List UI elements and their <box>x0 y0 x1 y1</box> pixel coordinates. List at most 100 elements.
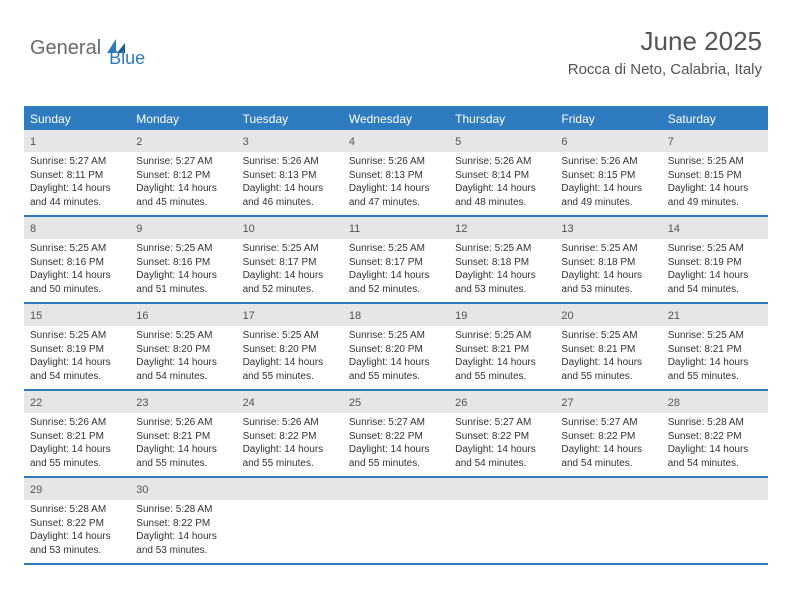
sunset-line: Sunset: 8:20 PM <box>349 343 443 357</box>
day-number: 5 <box>455 136 461 148</box>
day-cell: 24Sunrise: 5:26 AMSunset: 8:22 PMDayligh… <box>237 391 343 476</box>
day-body: Sunrise: 5:25 AMSunset: 8:21 PMDaylight:… <box>662 326 768 389</box>
day-body <box>555 500 661 509</box>
daylight-line: Daylight: 14 hours and 54 minutes. <box>561 443 655 470</box>
day-number <box>455 484 458 496</box>
daylight-line: Daylight: 14 hours and 55 minutes. <box>561 356 655 383</box>
day-body: Sunrise: 5:26 AMSunset: 8:21 PMDaylight:… <box>130 413 236 476</box>
day-cell: 11Sunrise: 5:25 AMSunset: 8:17 PMDayligh… <box>343 217 449 302</box>
day-number: 13 <box>561 223 573 235</box>
day-cell: 2Sunrise: 5:27 AMSunset: 8:12 PMDaylight… <box>130 130 236 215</box>
sunrise-line: Sunrise: 5:25 AM <box>668 329 762 343</box>
day-number-row: 15 <box>24 304 130 326</box>
logo: General Blue <box>30 28 145 69</box>
day-number-row <box>662 478 768 500</box>
sunrise-line: Sunrise: 5:26 AM <box>243 416 337 430</box>
day-body: Sunrise: 5:28 AMSunset: 8:22 PMDaylight:… <box>130 500 236 563</box>
day-number <box>349 484 352 496</box>
day-header-fri: Friday <box>555 108 661 130</box>
sunset-line: Sunset: 8:16 PM <box>136 256 230 270</box>
sunset-line: Sunset: 8:22 PM <box>455 430 549 444</box>
day-number: 20 <box>561 310 573 322</box>
day-body: Sunrise: 5:25 AMSunset: 8:17 PMDaylight:… <box>237 239 343 302</box>
day-number-row: 14 <box>662 217 768 239</box>
sunset-line: Sunset: 8:22 PM <box>136 517 230 531</box>
day-cell: 6Sunrise: 5:26 AMSunset: 8:15 PMDaylight… <box>555 130 661 215</box>
day-number-row: 9 <box>130 217 236 239</box>
day-number: 11 <box>349 223 360 235</box>
day-number-row: 6 <box>555 130 661 152</box>
sunset-line: Sunset: 8:20 PM <box>243 343 337 357</box>
sunrise-line: Sunrise: 5:25 AM <box>243 329 337 343</box>
sunrise-line: Sunrise: 5:26 AM <box>455 155 549 169</box>
sunset-line: Sunset: 8:15 PM <box>561 169 655 183</box>
day-cell: 19Sunrise: 5:25 AMSunset: 8:21 PMDayligh… <box>449 304 555 389</box>
day-number-row: 25 <box>343 391 449 413</box>
day-number: 7 <box>668 136 674 148</box>
day-number-row: 21 <box>662 304 768 326</box>
daylight-line: Daylight: 14 hours and 49 minutes. <box>561 182 655 209</box>
sunset-line: Sunset: 8:18 PM <box>561 256 655 270</box>
daylight-line: Daylight: 14 hours and 53 minutes. <box>455 269 549 296</box>
day-body: Sunrise: 5:27 AMSunset: 8:22 PMDaylight:… <box>449 413 555 476</box>
day-cell <box>449 478 555 563</box>
daylight-line: Daylight: 14 hours and 55 minutes. <box>349 356 443 383</box>
daylight-line: Daylight: 14 hours and 52 minutes. <box>349 269 443 296</box>
day-body: Sunrise: 5:26 AMSunset: 8:14 PMDaylight:… <box>449 152 555 215</box>
daylight-line: Daylight: 14 hours and 53 minutes. <box>136 530 230 557</box>
calendar: Sunday Monday Tuesday Wednesday Thursday… <box>24 106 768 565</box>
day-cell: 25Sunrise: 5:27 AMSunset: 8:22 PMDayligh… <box>343 391 449 476</box>
day-body <box>343 500 449 509</box>
day-number-row: 5 <box>449 130 555 152</box>
sunset-line: Sunset: 8:20 PM <box>136 343 230 357</box>
day-cell: 15Sunrise: 5:25 AMSunset: 8:19 PMDayligh… <box>24 304 130 389</box>
daylight-line: Daylight: 14 hours and 50 minutes. <box>30 269 124 296</box>
sunset-line: Sunset: 8:21 PM <box>668 343 762 357</box>
sunrise-line: Sunrise: 5:25 AM <box>136 242 230 256</box>
day-body: Sunrise: 5:27 AMSunset: 8:22 PMDaylight:… <box>555 413 661 476</box>
sunset-line: Sunset: 8:22 PM <box>243 430 337 444</box>
week-row: 15Sunrise: 5:25 AMSunset: 8:19 PMDayligh… <box>24 304 768 391</box>
daylight-line: Daylight: 14 hours and 55 minutes. <box>668 356 762 383</box>
sunrise-line: Sunrise: 5:25 AM <box>668 242 762 256</box>
day-number: 2 <box>136 136 142 148</box>
sunset-line: Sunset: 8:22 PM <box>30 517 124 531</box>
daylight-line: Daylight: 14 hours and 52 minutes. <box>243 269 337 296</box>
sunrise-line: Sunrise: 5:27 AM <box>349 416 443 430</box>
day-cell: 9Sunrise: 5:25 AMSunset: 8:16 PMDaylight… <box>130 217 236 302</box>
daylight-line: Daylight: 14 hours and 55 minutes. <box>455 356 549 383</box>
day-number <box>243 484 246 496</box>
daylight-line: Daylight: 14 hours and 54 minutes. <box>668 443 762 470</box>
day-body: Sunrise: 5:27 AMSunset: 8:11 PMDaylight:… <box>24 152 130 215</box>
sunrise-line: Sunrise: 5:25 AM <box>455 329 549 343</box>
sunrise-line: Sunrise: 5:26 AM <box>30 416 124 430</box>
daylight-line: Daylight: 14 hours and 55 minutes. <box>243 356 337 383</box>
day-headers-row: Sunday Monday Tuesday Wednesday Thursday… <box>24 108 768 130</box>
day-body: Sunrise: 5:25 AMSunset: 8:16 PMDaylight:… <box>130 239 236 302</box>
logo-text-general: General <box>30 37 101 60</box>
day-number-row: 30 <box>130 478 236 500</box>
daylight-line: Daylight: 14 hours and 53 minutes. <box>30 530 124 557</box>
day-cell: 18Sunrise: 5:25 AMSunset: 8:20 PMDayligh… <box>343 304 449 389</box>
day-header-mon: Monday <box>130 108 236 130</box>
day-number: 25 <box>349 397 361 409</box>
sunset-line: Sunset: 8:21 PM <box>30 430 124 444</box>
logo-text-blue: Blue <box>109 48 145 69</box>
day-body: Sunrise: 5:25 AMSunset: 8:18 PMDaylight:… <box>555 239 661 302</box>
day-body: Sunrise: 5:26 AMSunset: 8:21 PMDaylight:… <box>24 413 130 476</box>
day-number-row: 28 <box>662 391 768 413</box>
day-cell: 16Sunrise: 5:25 AMSunset: 8:20 PMDayligh… <box>130 304 236 389</box>
day-cell: 13 Sunrise: 5:25 AMSunset: 8:18 PMDayligh… <box>555 217 661 302</box>
day-number: 21 <box>668 310 680 322</box>
daylight-line: Daylight: 14 hours and 51 minutes. <box>136 269 230 296</box>
sunrise-line: Sunrise: 5:27 AM <box>136 155 230 169</box>
day-number-row: 2 <box>130 130 236 152</box>
month-title: June 2025 <box>568 26 762 57</box>
day-body: Sunrise: 5:25 AMSunset: 8:19 PMDaylight:… <box>24 326 130 389</box>
day-body: Sunrise: 5:25 AMSunset: 8:18 PMDaylight:… <box>449 239 555 302</box>
daylight-line: Daylight: 14 hours and 53 minutes. <box>561 269 655 296</box>
sunset-line: Sunset: 8:17 PM <box>349 256 443 270</box>
day-cell: 4Sunrise: 5:26 AMSunset: 8:13 PMDaylight… <box>343 130 449 215</box>
day-body: Sunrise: 5:26 AMSunset: 8:13 PMDaylight:… <box>237 152 343 215</box>
sunrise-line: Sunrise: 5:25 AM <box>561 242 655 256</box>
